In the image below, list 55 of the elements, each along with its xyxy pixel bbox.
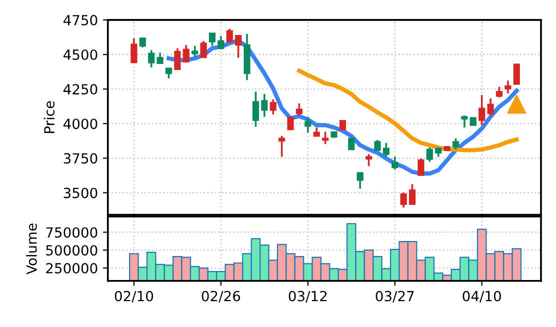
- y-tick-label: 3500: [64, 188, 98, 198]
- candlestick: [504, 80, 512, 94]
- candlestick: [130, 37, 138, 64]
- candlestick: [496, 86, 503, 98]
- candlestick: [252, 90, 260, 128]
- y-tick-label: 4250: [63, 84, 98, 95]
- candlestick: [226, 28, 233, 43]
- y-tick-label: 500000: [46, 245, 98, 256]
- candlestick: [426, 146, 433, 163]
- candlestick: [382, 142, 390, 158]
- candlestick: [513, 64, 520, 85]
- candlestick: [392, 156, 398, 170]
- candlestick: [374, 139, 381, 152]
- x-tick-label: 02/26: [202, 290, 240, 302]
- candlestick: [208, 32, 216, 47]
- x-tick-label: 03/27: [376, 290, 414, 302]
- candlestick: [182, 44, 190, 64]
- candlestick: [235, 34, 242, 59]
- candlestick: [148, 49, 155, 68]
- candlestick: [270, 98, 276, 116]
- y-tick-label: 4750: [63, 14, 98, 26]
- candlestick: [365, 153, 372, 168]
- y-axis-title: Price: [44, 101, 55, 133]
- candlestick: [165, 67, 172, 80]
- candlestick: [400, 192, 407, 208]
- candlestick: [356, 172, 364, 190]
- y-tick-label: 4000: [63, 118, 98, 130]
- candlestick: [218, 35, 224, 50]
- x-tick-label: 04/10: [462, 290, 501, 302]
- y-axis-title: Volume: [26, 224, 37, 274]
- candlestick: [278, 135, 286, 158]
- y-tick-label: 4500: [63, 49, 98, 60]
- candlestick: [461, 114, 468, 128]
- candlestick: [200, 40, 207, 58]
- x-tick-label: 02/10: [114, 290, 154, 302]
- candlestick: [408, 183, 416, 206]
- candlestick: [174, 47, 181, 70]
- x-tick-label: 03/12: [288, 290, 327, 302]
- candlestick: [478, 94, 486, 126]
- candlestick: [348, 138, 355, 150]
- y-tick-label: 750000: [46, 227, 98, 238]
- candlestick: [287, 116, 294, 132]
- candlestick: [322, 130, 329, 145]
- candlestick: [418, 158, 424, 176]
- line-series: [297, 68, 519, 152]
- candlestick: [435, 146, 442, 158]
- candlestick: [304, 116, 312, 134]
- candlestick: [156, 52, 164, 64]
- candlestick: [452, 138, 460, 150]
- candlestick: [261, 93, 268, 118]
- candlestick: [192, 45, 198, 58]
- y-tick-label: 3750: [64, 153, 98, 164]
- candlestick: [487, 97, 494, 117]
- y-tick-label: 250000: [46, 262, 98, 274]
- candlestick: [296, 102, 303, 117]
